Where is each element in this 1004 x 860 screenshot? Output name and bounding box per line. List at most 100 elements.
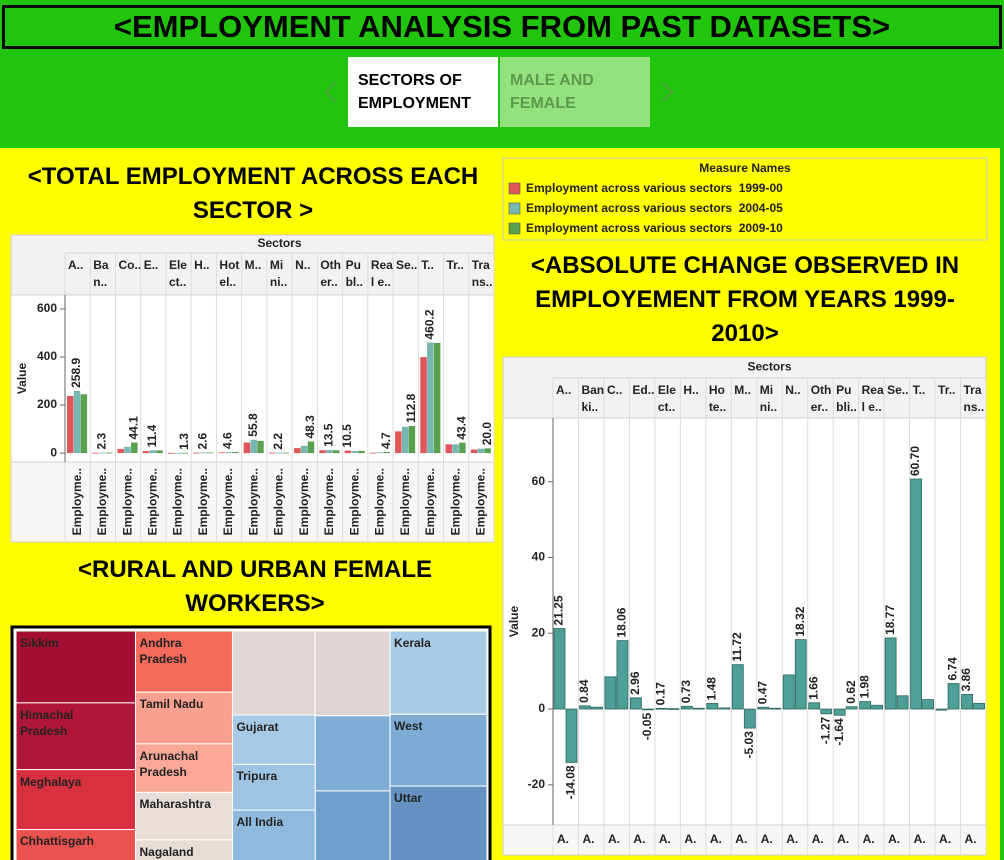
cell-label-box: Himachal Pradesh: [20, 708, 73, 738]
x-label: Employme..: [373, 468, 387, 535]
column-header-box: Tra ns..: [964, 383, 985, 414]
value-label: 2.3: [94, 433, 108, 450]
column-header-box: H..: [194, 258, 209, 272]
column-header: Pu bl..: [345, 258, 363, 289]
column-header-box: Hot el..: [219, 258, 239, 289]
bar: [156, 450, 163, 454]
bar: [910, 478, 922, 710]
bar: [149, 450, 157, 454]
column-header: M..: [734, 383, 751, 397]
bar: [131, 442, 138, 454]
bar: [731, 664, 744, 710]
x-label: A.: [582, 832, 594, 846]
value-label: -1.27: [818, 717, 832, 745]
tab[interactable]: SECTORS OF EMPLOYMENT: [348, 57, 498, 127]
column-header: Mi ni..: [269, 258, 288, 289]
treemap-cell: [389, 630, 488, 715]
value-label: 0.84: [577, 679, 591, 703]
tab[interactable]: MALE AND FEMALE: [500, 57, 650, 127]
value-label: 6.74: [946, 657, 960, 681]
x-label: Employme..: [120, 468, 134, 535]
column-header-box: Mi ni..: [760, 383, 777, 414]
value-label: 13.5: [322, 423, 336, 447]
bar: [142, 451, 150, 454]
cell-label: Arunachal Pradesh: [139, 748, 199, 779]
next-arrow[interactable]: [660, 80, 675, 104]
chart-title: <ABSOLUTE CHANGE OBSERVED IN EMPLOYEMENT…: [530, 252, 960, 347]
bar: [99, 452, 106, 454]
treemap-cell: [314, 790, 391, 860]
legend-entry: Employment across various sectors 2004-0…: [526, 201, 783, 215]
cell-label-box: Tamil Nadu: [139, 697, 204, 712]
y-tick-label: 60: [532, 474, 546, 488]
x-label: A.: [557, 832, 569, 846]
bar: [947, 683, 960, 710]
bar: [884, 637, 897, 710]
bar: [420, 357, 427, 454]
bar: [445, 444, 453, 454]
column-header-box: Ho te..: [709, 383, 726, 414]
column-header-box: N..: [785, 383, 800, 397]
bar: [92, 452, 99, 454]
column-header: Oth er..: [320, 258, 342, 289]
y-axis-label: Value: [15, 363, 29, 395]
cell-label: Tamil Nadu: [139, 697, 204, 712]
x-label: A.: [837, 832, 849, 846]
bar: [124, 446, 131, 454]
y-tick-label: 20: [532, 625, 546, 639]
x-label: A.: [608, 832, 620, 846]
bar: [655, 707, 668, 710]
bar: [630, 697, 642, 710]
bar: [326, 449, 333, 454]
value-label: 55.8: [246, 413, 260, 437]
x-label: Employme..: [70, 468, 84, 535]
axis-bg: [502, 417, 554, 826]
bar: [667, 708, 680, 710]
bar: [769, 707, 782, 710]
footer-bg: [10, 461, 495, 543]
column-header: Tr..: [446, 258, 464, 272]
x-label: A.: [684, 832, 696, 846]
value-label: 0.17: [654, 682, 668, 706]
column-header: Ed..: [632, 383, 655, 397]
value-label: 48.3: [303, 415, 317, 439]
bar: [225, 452, 232, 454]
treemap-cell: [231, 763, 316, 811]
column-header-box: T..: [913, 383, 926, 397]
header-bg: [502, 356, 987, 419]
bar: [294, 448, 301, 454]
value-label: 1.48: [704, 677, 718, 701]
cell-label: Andhra Pradesh: [139, 636, 187, 666]
value-label: 60.70: [908, 446, 922, 476]
chart-frame: [502, 356, 987, 856]
prev-arrow[interactable]: [323, 80, 338, 104]
column-header-box: Pu bli..: [836, 383, 857, 414]
x-label: Employme..: [448, 468, 462, 535]
value-label: -0.05: [640, 713, 654, 741]
value-label: 43.4: [455, 416, 469, 440]
bar: [117, 448, 124, 454]
column-header-box: Rea l e..: [371, 258, 393, 289]
cell-label-box: Sikkim: [20, 636, 59, 650]
column-header-box: T..: [421, 258, 434, 272]
bar: [67, 396, 74, 454]
column-header: Pu bli..: [836, 383, 857, 414]
x-label: A.: [914, 832, 926, 846]
column-header: Oth er..: [810, 383, 832, 414]
cell-label: Sikkim: [20, 636, 59, 650]
column-header: Rea l e..: [861, 383, 884, 414]
cell-label-box: Uttar: [394, 791, 422, 805]
column-header: E..: [143, 258, 159, 272]
column-header-box: Tr..: [446, 258, 464, 272]
column-header: Co..: [118, 258, 141, 272]
cell-label-box: Maharashtra: [140, 797, 211, 811]
x-label: A.: [761, 832, 773, 846]
column-header-box: A..: [556, 383, 571, 397]
cell-label-box: Tripura: [236, 769, 277, 783]
value-label: -1.64: [832, 718, 846, 746]
column-header-box: Ban ki..: [581, 383, 603, 414]
value-label: 1.3: [177, 433, 191, 450]
bar: [757, 706, 770, 710]
x-label: Employme..: [297, 468, 311, 535]
bar: [591, 706, 603, 710]
